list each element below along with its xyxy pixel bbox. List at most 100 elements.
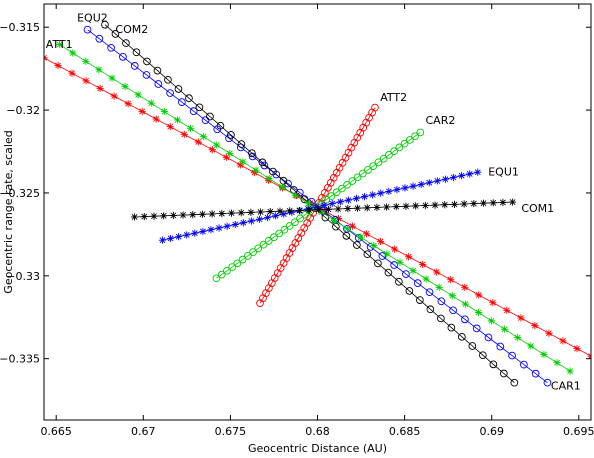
data-point [426,305,435,314]
data-point [374,259,382,268]
data-point [411,132,419,141]
data-point [441,201,449,209]
data-point [396,258,404,266]
data-point [286,207,294,215]
data-point [390,147,398,155]
data-point [275,229,284,238]
data-point [306,207,315,215]
data-point [392,203,400,211]
data-point [166,234,175,243]
data-point [208,146,216,154]
series-com1 [130,198,517,221]
data-point [142,71,151,79]
data-point [272,212,280,220]
x-tick-label: 0.675 [215,425,247,438]
x-tick-label: 0.685 [389,425,421,438]
data-point [540,350,548,358]
data-point [258,158,267,167]
data-point [82,57,90,65]
data-point [385,187,393,195]
data-point [265,174,273,183]
data-point [304,200,312,208]
data-point [517,314,525,322]
annotation-layer: ATT1 EQU2 COM2 ATT2 CAR2 EQU1 COM1 CAR1 [46,11,581,392]
annotation-att1: ATT1 [46,38,73,51]
data-point [306,199,315,207]
y-axis-label: Geocentric range rate, scaled [2,130,15,293]
data-point [252,166,260,174]
data-point [402,202,410,210]
data-point [280,225,289,234]
data-point [348,222,357,230]
data-point [186,124,195,132]
data-point [231,220,239,229]
data-point [363,204,371,212]
data-point [437,314,445,323]
data-point [96,84,104,93]
data-point [223,266,231,275]
data-point [509,198,517,206]
data-point [559,337,567,345]
data-point [312,203,320,211]
data-point [489,360,498,369]
data-point [160,212,168,220]
data-point [278,183,286,191]
data-point [409,267,417,275]
data-point [250,169,258,177]
data-point [371,103,379,112]
data-point [384,268,393,277]
data-point [110,92,118,100]
data-point [249,248,257,256]
data-point [360,193,369,201]
data-point [501,325,509,333]
data-point [69,49,77,57]
data-point [276,207,284,215]
data-point [122,39,130,47]
annotation-com2: COM2 [115,23,148,36]
data-point [189,211,197,219]
data-point [401,184,409,192]
data-point [353,173,362,182]
data-point [279,176,288,185]
data-point [175,233,183,241]
data-point [489,199,497,207]
data-point [336,198,344,206]
data-point [158,236,167,244]
data-point [212,274,221,283]
data-point [166,123,174,131]
data-point [296,214,304,223]
data-point [291,218,299,227]
data-point [447,276,455,284]
data-point [448,292,456,300]
data-point [239,219,247,227]
data-point [405,136,414,144]
data-point [228,263,236,271]
series-equ1 [158,168,482,244]
data-point [280,210,288,218]
data-point [180,130,188,138]
data-point [468,342,477,350]
y-tick-label: −0.325 [0,187,40,200]
data-point [413,279,422,287]
data-point [461,300,469,308]
data-point [174,85,183,93]
data-point [334,205,342,213]
data-point [301,210,310,219]
data-point [189,107,198,116]
data-point [470,199,478,208]
data-point [405,287,414,295]
data-point [328,199,336,208]
data-point [195,103,204,112]
data-point [416,128,425,137]
x-axis-label: Geocentric Distance (AU) [248,442,387,455]
data-point [474,168,482,176]
data-point [422,275,430,283]
data-point [243,252,252,260]
data-point [288,208,296,216]
data-point [332,188,341,197]
data-point [364,165,372,174]
data-point [395,143,404,152]
data-point [237,209,245,217]
data-point [194,138,202,146]
